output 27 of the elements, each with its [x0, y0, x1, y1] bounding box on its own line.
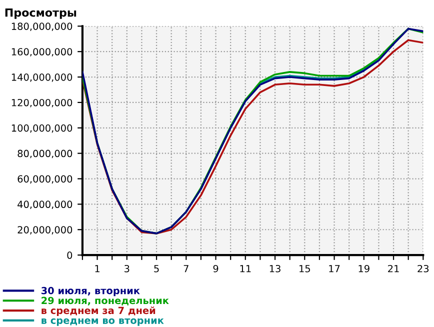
x-tick-label: 3: [124, 264, 130, 272]
y-tick-label: 140,000,000: [12, 74, 72, 82]
x-tick-label: 13: [270, 264, 280, 272]
x-tick-label: 5: [154, 265, 159, 272]
y-tick-label: 120,000,000: [12, 98, 72, 108]
y-tick-label: 160,000,000: [12, 48, 72, 56]
y-tick-label: 100,000,000: [12, 124, 72, 133]
y-tick-label: 40,000,000: [18, 200, 72, 210]
chart-title: Просмотры: [5, 8, 76, 19]
x-tick-label: 9: [213, 264, 218, 272]
y-tick-label: 20,000,000: [18, 226, 72, 234]
y-tick-label: 80,000,000: [18, 150, 72, 158]
x-tick-label: 21: [388, 264, 399, 272]
legend-label: в среднем во вторник: [42, 318, 164, 326]
legend-label: в среднем за 7 дней: [42, 306, 156, 316]
x-tick-label: 23: [418, 264, 429, 272]
legend-label: 30 июля, вторник: [41, 286, 140, 296]
y-tick-label: 60,000,000: [18, 175, 72, 184]
y-tick-label: 180,000,000: [12, 22, 72, 31]
y-tick-label: 0: [67, 252, 72, 259]
legend-label: 29 июля, понедельник: [42, 296, 169, 306]
x-tick-label: 11: [240, 265, 251, 272]
x-tick-label: 15: [300, 265, 310, 272]
x-tick-label: 17: [329, 265, 340, 272]
x-tick-label: 7: [184, 265, 188, 272]
x-tick-label: 1: [95, 265, 100, 272]
x-tick-label: 19: [358, 264, 370, 272]
